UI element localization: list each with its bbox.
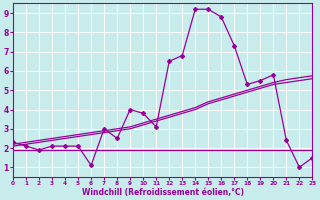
X-axis label: Windchill (Refroidissement éolien,°C): Windchill (Refroidissement éolien,°C) [82,188,244,197]
